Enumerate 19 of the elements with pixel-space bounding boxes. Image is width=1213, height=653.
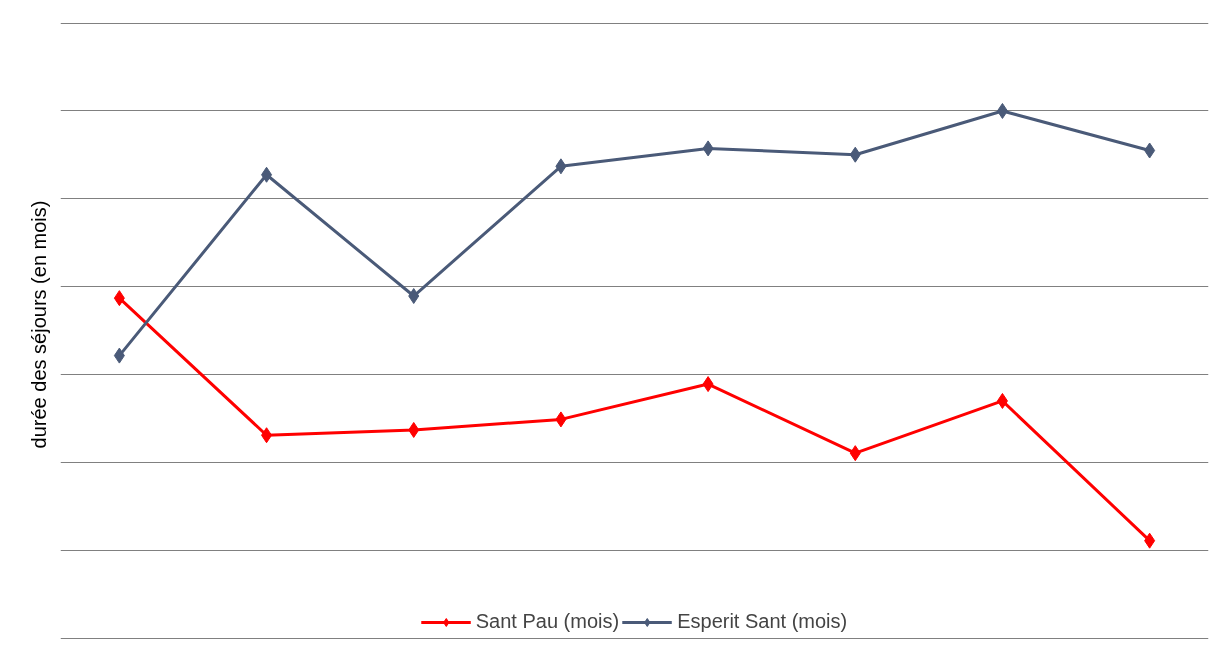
- point: [408, 288, 420, 305]
- point: [996, 392, 1008, 409]
- point: [261, 166, 273, 183]
- point: [113, 347, 125, 364]
- point: [408, 421, 420, 438]
- point: [702, 376, 714, 393]
- point: [555, 158, 567, 175]
- point: [261, 427, 273, 444]
- point: [1144, 532, 1156, 549]
- point: [996, 102, 1008, 119]
- point: [849, 445, 861, 462]
- legend-label: Sant Pau (mois): [475, 610, 620, 633]
- point: [1144, 142, 1156, 159]
- point: [849, 146, 861, 163]
- y-axis-title: durée des séjours (en mois): [27, 200, 50, 449]
- point: [555, 411, 567, 428]
- point: [702, 140, 714, 157]
- legend-label: Esperit Sant (mois): [677, 610, 848, 633]
- point: [113, 290, 125, 307]
